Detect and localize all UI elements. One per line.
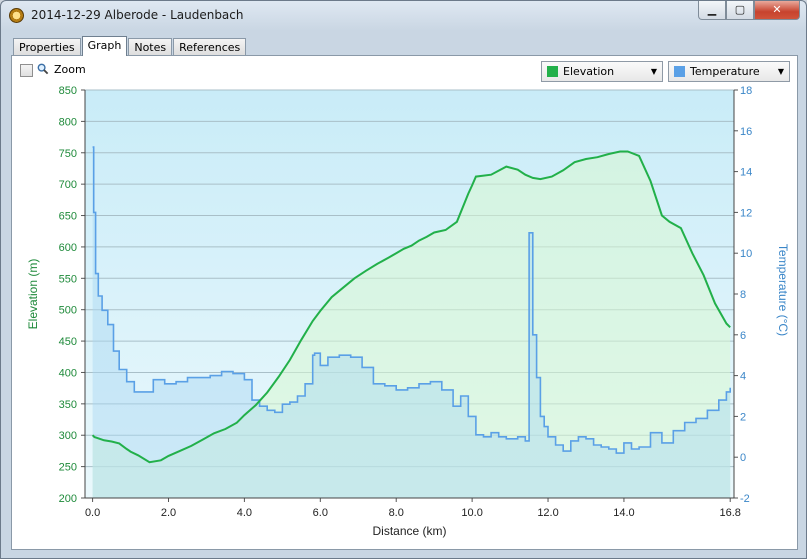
y-left-tick-label: 450 xyxy=(59,336,77,348)
maximize-button[interactable]: ▢ xyxy=(726,1,754,20)
magnifier-icon xyxy=(37,63,49,75)
y-right-tick-label: -2 xyxy=(740,493,750,505)
y-left-tick-label: 750 xyxy=(59,148,77,160)
tab-strip: Properties Graph Notes References xyxy=(13,36,247,56)
x-tick-label: 6.0 xyxy=(313,507,328,519)
x-tick-label: 14.0 xyxy=(613,507,634,519)
x-axis-title: Distance (km) xyxy=(372,524,446,538)
temperature-line xyxy=(92,146,731,454)
x-tick-label: 4.0 xyxy=(237,507,252,519)
left-select-value: Elevation xyxy=(563,65,615,78)
zoom-checkbox[interactable] xyxy=(20,64,33,77)
right-select-value: Temperature xyxy=(690,65,760,78)
y-left-tick-label: 400 xyxy=(59,367,77,379)
y-left-tick-label: 800 xyxy=(59,116,77,128)
window-title: 2014-12-29 Alberode - Laudenbach xyxy=(31,8,244,22)
x-tick-label: 16.8 xyxy=(719,507,740,519)
y-left-tick-label: 300 xyxy=(59,430,77,442)
y-left-axis-title: Elevation (m) xyxy=(26,259,40,330)
y-left-tick-label: 850 xyxy=(59,85,77,97)
tab-graph[interactable]: Graph xyxy=(81,36,128,56)
y-right-tick-label: 16 xyxy=(740,126,752,138)
y-right-tick-label: 14 xyxy=(740,167,752,179)
y-left-tick-label: 650 xyxy=(59,211,77,223)
y-left-tick-label: 200 xyxy=(59,493,77,505)
elevation-area xyxy=(92,151,731,498)
y-left-tick-label: 500 xyxy=(59,305,77,317)
elevation-color-swatch xyxy=(547,66,558,77)
title-bar[interactable]: 2014-12-29 Alberode - Laudenbach ▁ ▢ ✕ xyxy=(1,1,806,31)
left-axis-series-select[interactable]: Elevation ▼ xyxy=(541,61,663,82)
y-right-tick-label: 0 xyxy=(740,452,746,464)
y-right-tick-label: 12 xyxy=(740,207,752,219)
tab-references[interactable]: References xyxy=(173,38,247,56)
temperature-area xyxy=(92,147,731,498)
y-left-tick-label: 250 xyxy=(59,462,77,474)
chevron-down-icon: ▼ xyxy=(777,67,784,76)
y-right-tick-label: 2 xyxy=(740,411,746,423)
y-right-tick-label: 4 xyxy=(740,371,746,383)
close-button[interactable]: ✕ xyxy=(754,1,800,20)
y-right-tick-label: 18 xyxy=(740,85,752,97)
y-right-tick-label: 6 xyxy=(740,330,746,342)
tab-properties[interactable]: Properties xyxy=(13,38,81,56)
y-right-tick-label: 10 xyxy=(740,248,752,260)
y-left-tick-label: 550 xyxy=(59,273,77,285)
chevron-down-icon: ▼ xyxy=(650,67,657,76)
zoom-label: Zoom xyxy=(54,63,86,76)
x-tick-label: 2.0 xyxy=(161,507,176,519)
x-tick-label: 10.0 xyxy=(461,507,482,519)
x-tick-label: 0.0 xyxy=(85,507,100,519)
y-right-tick-label: 8 xyxy=(740,289,746,301)
right-axis-series-select[interactable]: Temperature ▼ xyxy=(668,61,790,82)
tab-notes[interactable]: Notes xyxy=(128,38,173,56)
x-tick-label: 12.0 xyxy=(537,507,558,519)
x-tick-label: 8.0 xyxy=(389,507,404,519)
elevation-line xyxy=(91,150,731,464)
temperature-color-swatch xyxy=(674,66,685,77)
y-left-tick-label: 600 xyxy=(59,242,77,254)
y-right-axis-title: Temperature (°C) xyxy=(776,244,790,336)
y-left-tick-label: 350 xyxy=(59,399,77,411)
app-logo-icon xyxy=(9,8,24,23)
y-left-tick-label: 700 xyxy=(59,179,77,191)
minimize-button[interactable]: ▁ xyxy=(698,1,726,20)
